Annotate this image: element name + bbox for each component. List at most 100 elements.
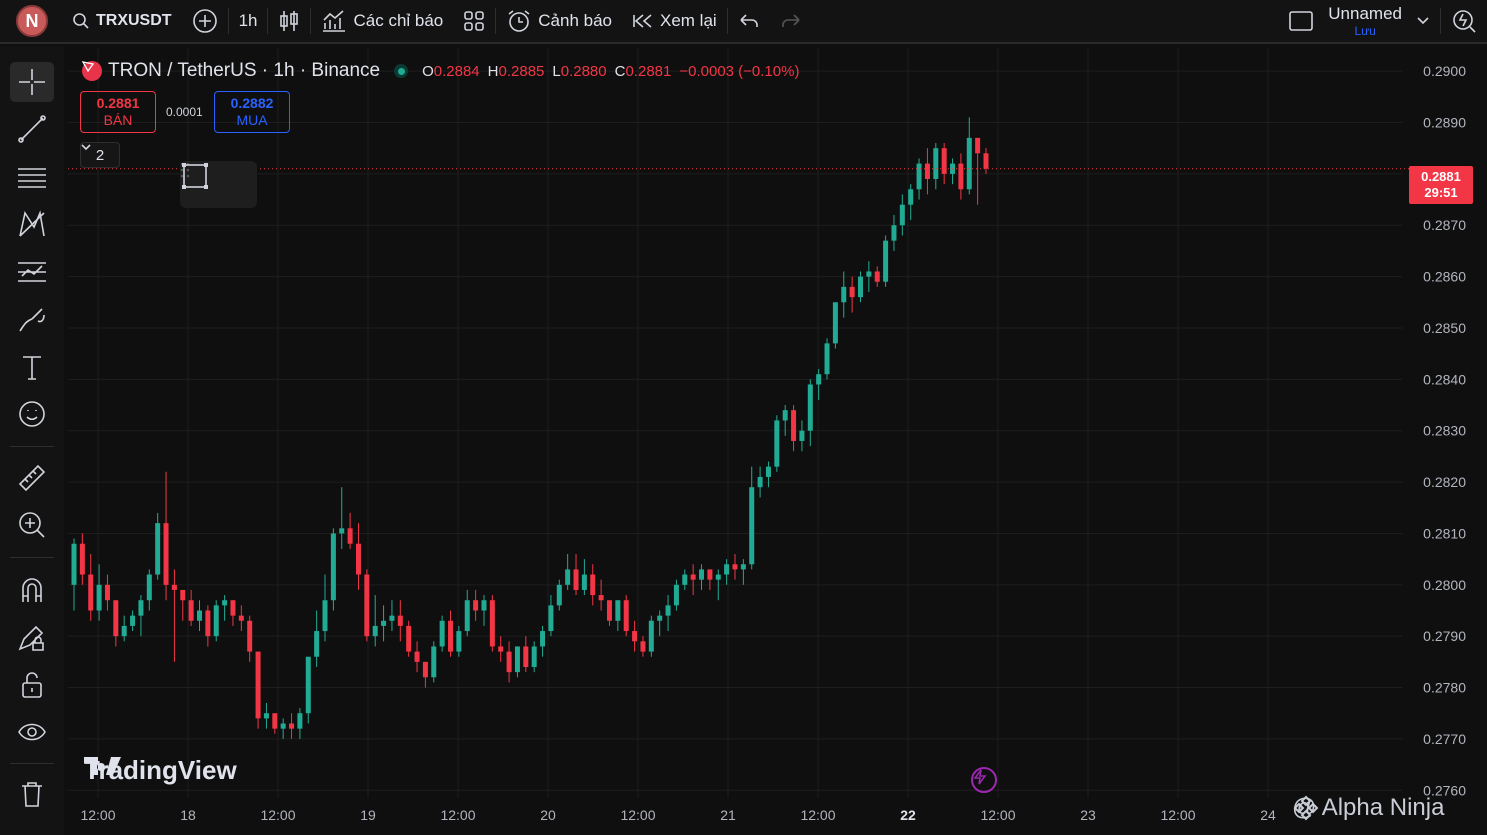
zoom-tool[interactable] [10,505,54,545]
candle-body [130,615,136,626]
crosshair-tool[interactable] [10,62,54,102]
alerts-button[interactable]: Cảnh báo [496,0,622,43]
pattern-icon [19,210,45,237]
layout-save-status: Lưu [1354,24,1376,38]
undo-button[interactable] [728,0,770,43]
y-axis-tick-label: 0.2860 [1423,269,1466,285]
user-avatar[interactable]: N [16,5,48,37]
candle-body [891,225,897,241]
candle-body [255,651,261,719]
delete-drawings-tool[interactable] [10,774,54,814]
chart-pane[interactable]: 0.2900 0.2890 0.2880 0.2870 0.2860 0.2850 0.28… [68,48,1487,835]
unlock-tool[interactable] [10,665,54,705]
candle-body [724,564,730,575]
buy-button[interactable]: 0.2882 MUA [214,91,290,133]
market-open-status-icon[interactable] [394,64,409,78]
candle-body [305,656,311,714]
trendline-tool[interactable] [10,109,54,149]
smiley-icon [19,401,45,427]
chart-type-button[interactable] [268,0,310,43]
candle-body [623,600,629,632]
high-value: 0.2885 [498,62,545,80]
tradingview-watermark: TradingView [84,755,237,786]
binance-logo-icon [1293,795,1319,821]
divider [267,8,269,34]
floating-toolbar [180,161,257,208]
y-axis-tick-label: 0.2900 [1423,63,1466,79]
sell-price: 0.2881 [96,95,140,112]
layout-name: Unnamed Lưu [1328,5,1402,37]
redo-button[interactable] [770,0,812,43]
zoom-in-icon [19,512,45,538]
candle-body [238,615,244,621]
candle-body [96,584,102,611]
brush-icon [19,308,45,332]
candle-body [966,137,972,190]
last-price: 0.2881 [1421,168,1461,184]
forecast-tool[interactable] [10,252,54,292]
replay-button[interactable]: Xem lại [622,0,727,43]
quick-search-button[interactable] [1441,0,1487,43]
open-key: O [422,62,434,80]
candle-body [339,528,345,534]
sell-button[interactable]: 0.2881 BÁN [80,91,156,133]
layouts-button[interactable] [453,0,495,43]
chart-canvas[interactable]: 0.2900 0.2890 0.2880 0.2870 0.2860 0.2850 0.28… [68,48,1487,835]
eye-icon [18,723,46,741]
legend-title[interactable]: TRON / TetherUS · 1h · Binance [108,60,381,81]
candle-body [958,163,964,190]
collapsed-count: 2 [95,146,105,164]
layout-menu-button[interactable]: Unnamed Lưu [1278,0,1440,43]
indicators-button[interactable]: Các chỉ báo [311,0,453,43]
low-key: L [552,62,561,80]
indicators-icon [323,10,346,32]
indicators-label: Các chỉ báo [353,11,444,30]
divider [10,763,54,764]
lock-drawings-tool[interactable] [10,617,54,657]
measure-tool[interactable] [10,458,54,498]
candle-body [523,646,529,668]
candle-body [899,204,905,226]
brush-tool[interactable] [10,299,54,339]
candle-body [104,584,110,601]
magnet-tool[interactable] [10,570,54,610]
replay-label: Xem lại [660,11,717,30]
symbol-search-button[interactable]: TRXUSDT [62,0,182,43]
candle-body [88,574,94,611]
indicator-collapse-button[interactable]: 2 [80,142,120,168]
y-axis-tick-label: 0.2800 [1423,577,1466,593]
candle-body [682,574,688,585]
candle-body [205,610,211,637]
candle-body [565,569,571,585]
candle-body [355,543,361,575]
x-axis-tick-label: 12:00 [440,807,475,823]
realtime-flash-button[interactable] [971,767,997,793]
text-tool[interactable] [10,347,54,387]
visibility-tool[interactable] [10,712,54,752]
candle-body [556,584,562,606]
candle-body [146,574,152,601]
alerts-label: Cảnh báo [538,11,612,30]
candle-body [883,240,889,282]
interval-button[interactable]: 1h [229,0,268,43]
x-axis-tick-label: 23 [1080,807,1096,823]
x-axis-tick-label: 24 [1260,807,1276,823]
candle-body [816,374,822,385]
candle-body [715,574,721,580]
fib-tool[interactable] [10,157,54,197]
candle-body [372,625,378,637]
candle-body [916,163,922,190]
candle-body [573,569,579,590]
candle-body [841,286,847,303]
select-rectangle-icon[interactable] [180,161,210,191]
emoji-tool[interactable] [10,394,54,434]
candle-body [222,600,228,606]
pattern-tool[interactable] [10,204,54,244]
candle-body [707,569,713,580]
y-axis-tick-label: 0.2850 [1423,320,1466,336]
crosshair-icon [19,69,45,95]
pencil-lock-icon [18,625,44,651]
compare-button[interactable] [182,0,228,43]
lightning-search-icon [1453,10,1476,33]
candle-body [531,646,537,668]
